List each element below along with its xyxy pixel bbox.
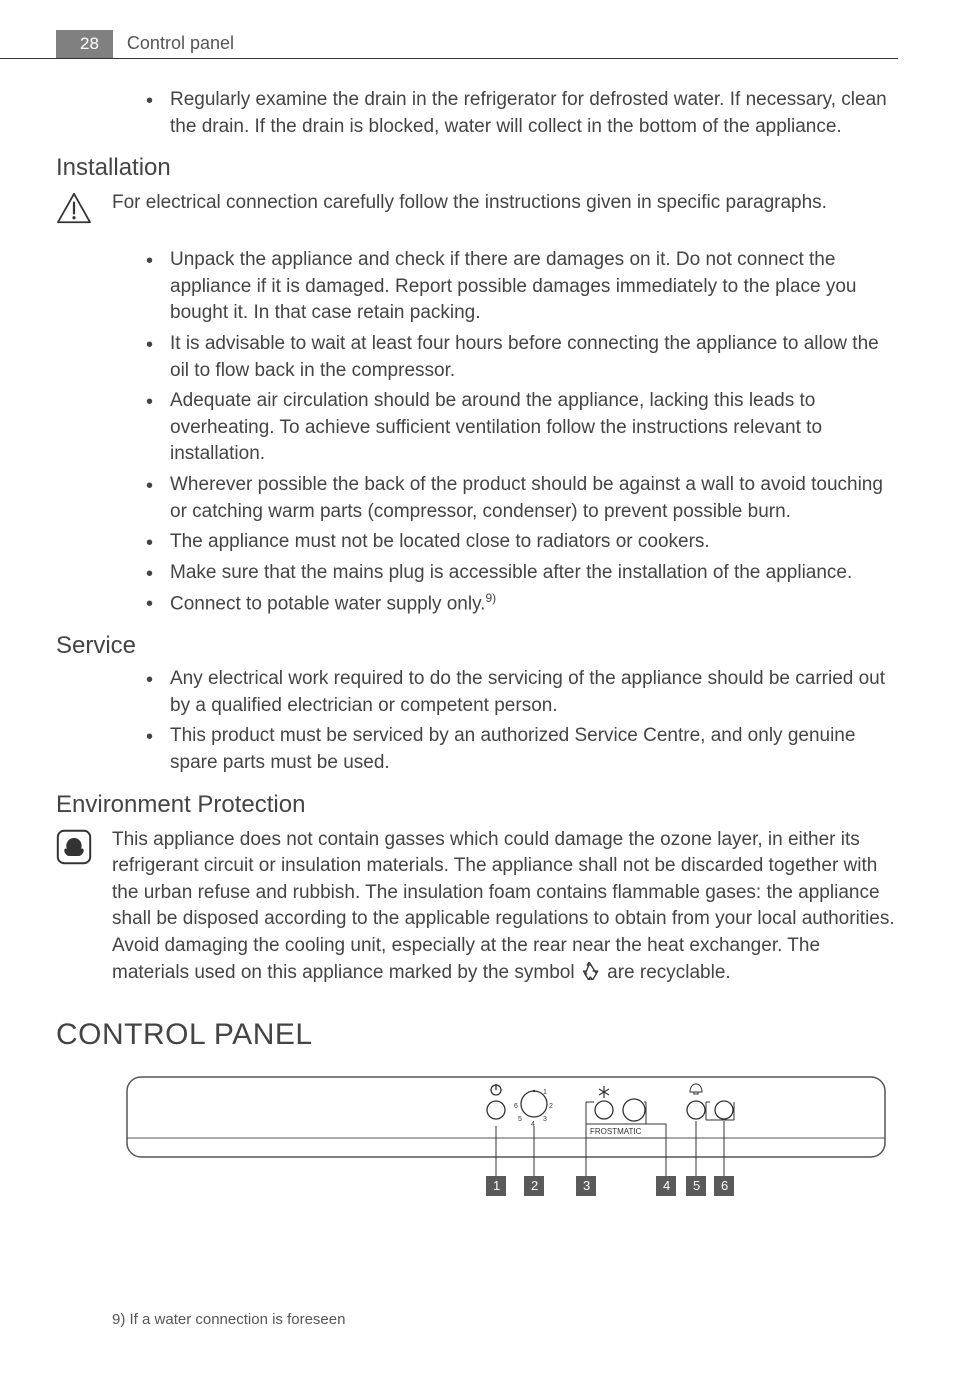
service-heading: Service (56, 632, 898, 660)
list-item: Wherever possible the back of the produc… (146, 472, 898, 525)
list-item: Make sure that the mains plug is accessi… (146, 560, 898, 587)
svg-text:2: 2 (549, 1103, 553, 1110)
svg-text:5: 5 (518, 1116, 522, 1123)
warning-row: For electrical connection carefully foll… (56, 190, 898, 229)
intro-bullet-list: Regularly examine the drain in the refri… (146, 87, 898, 140)
footnote-ref: 9) (485, 591, 496, 605)
list-item: Adequate air circulation should be aroun… (146, 388, 898, 468)
svg-text:4: 4 (663, 1178, 670, 1193)
warning-icon (56, 192, 92, 229)
list-item: This product must be serviced by an auth… (146, 723, 898, 776)
page-number: 28 (56, 30, 113, 58)
footnote: 9) If a water connection is foreseen (112, 1311, 345, 1328)
recycle-icon (582, 962, 600, 989)
environment-text: This appliance does not contain gasses w… (112, 827, 898, 989)
service-bullet-list: Any electrical work required to do the s… (146, 666, 898, 776)
eco-icon (56, 829, 92, 870)
list-item-text: Connect to potable water supply only. (170, 594, 485, 615)
list-item: Unpack the appliance and check if there … (146, 247, 898, 327)
svg-text:1: 1 (543, 1089, 547, 1096)
environment-row: This appliance does not contain gasses w… (56, 827, 898, 989)
list-item: Any electrical work required to do the s… (146, 666, 898, 719)
list-item: The appliance must not be located close … (146, 529, 898, 556)
control-panel-diagram: 1 2 3 4 5 6 FROSTMATIC (126, 1076, 886, 1231)
header-section-title: Control panel (127, 33, 234, 56)
list-item: Connect to potable water supply only.9) (146, 590, 898, 618)
list-item: It is advisable to wait at least four ho… (146, 331, 898, 384)
frostmatic-label: FROSTMATIC (590, 1127, 642, 1136)
svg-text:3: 3 (583, 1178, 590, 1193)
env-text-after: are recyclable. (602, 962, 731, 983)
list-item: Regularly examine the drain in the refri… (146, 87, 898, 140)
page-header: 28 Control panel (0, 30, 898, 59)
installation-heading: Installation (56, 154, 898, 182)
svg-text:1: 1 (493, 1178, 500, 1193)
svg-text:3: 3 (543, 1116, 547, 1123)
control-panel-heading: CONTROL PANEL (56, 1018, 898, 1052)
env-text-before: This appliance does not contain gasses w… (112, 829, 895, 983)
environment-heading: Environment Protection (56, 791, 898, 819)
svg-text:2: 2 (531, 1178, 538, 1193)
svg-text:6: 6 (514, 1103, 518, 1110)
warning-text: For electrical connection carefully foll… (112, 190, 898, 217)
callout-boxes: 1 2 3 4 5 6 (486, 1176, 734, 1196)
installation-bullet-list: Unpack the appliance and check if there … (146, 247, 898, 618)
svg-text:5: 5 (693, 1178, 700, 1193)
svg-text:6: 6 (721, 1178, 728, 1193)
